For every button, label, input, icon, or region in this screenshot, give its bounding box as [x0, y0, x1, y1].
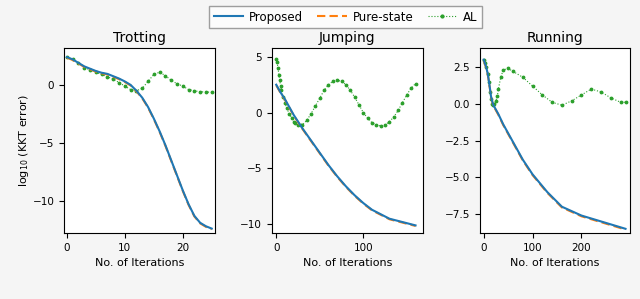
Title: Trotting: Trotting — [113, 31, 166, 45]
Legend: Proposed, Pure-state, AL: Proposed, Pure-state, AL — [209, 6, 483, 28]
X-axis label: No. of Iterations: No. of Iterations — [303, 259, 392, 269]
Title: Running: Running — [527, 31, 584, 45]
Y-axis label: log$_{10}$ (KKT error): log$_{10}$ (KKT error) — [17, 94, 31, 187]
X-axis label: No. of Iterations: No. of Iterations — [510, 259, 600, 269]
X-axis label: No. of Iterations: No. of Iterations — [95, 259, 184, 269]
Title: Jumping: Jumping — [319, 31, 376, 45]
